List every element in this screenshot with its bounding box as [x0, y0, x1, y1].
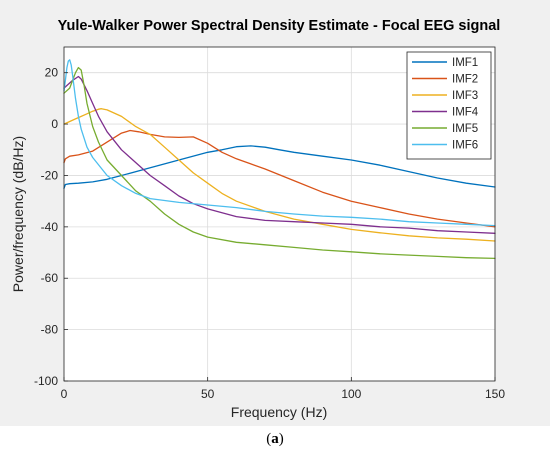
legend-label: IMF2: [452, 74, 478, 86]
x-tick-label: 150: [485, 387, 505, 401]
chart-figure: 0 50 100 150 -100 -80 -60 -40 -20 0 20 Yule-Walker…: [0, 0, 550, 426]
y-tick-label: 0: [51, 117, 58, 131]
y-tick-label: 20: [45, 66, 59, 80]
series-line-imf6: [63, 59, 496, 227]
y-tick-label: -80: [41, 323, 59, 337]
chart-canvas: 0 50 100 150 -100 -80 -60 -40 -20 0 20 Yule-Walker…: [10, 18, 505, 420]
legend-label: IMF3: [452, 90, 478, 102]
x-tick-label: 100: [341, 387, 361, 401]
legend-box: [406, 51, 492, 160]
figure-caption: (a): [0, 428, 550, 453]
legend: IMF1 IMF2 IMF3 IMF4 IMF5 IMF6: [406, 51, 492, 160]
legend-label: IMF6: [452, 140, 478, 152]
legend-label: IMF1: [452, 57, 478, 69]
y-axis-label: Power/frequency (dB/Hz): [10, 136, 26, 292]
x-tick-label: 50: [201, 387, 215, 401]
series-line-imf4: [63, 75, 496, 234]
series-line-imf5: [63, 66, 496, 260]
legend-label: IMF4: [452, 107, 479, 119]
axis-ticks: 0 50 100 150 -100 -80 -60 -40 -20 0 20: [34, 66, 505, 401]
caption-letter: a: [271, 431, 279, 447]
y-tick-label: -100: [34, 374, 58, 388]
caption-close: ): [278, 431, 284, 447]
series-line-imf1: [63, 145, 496, 189]
y-tick-label: -20: [41, 168, 59, 182]
x-tick-label: 0: [61, 387, 68, 401]
legend-label: IMF5: [452, 123, 478, 135]
series-lines: [63, 59, 496, 260]
series-line-imf2: [63, 129, 496, 228]
caption-open: (: [266, 431, 272, 447]
plot-frame: [63, 46, 496, 382]
y-tick-label: -60: [41, 271, 59, 285]
y-tick-label: -40: [41, 220, 59, 234]
x-axis-label: Frequency (Hz): [231, 404, 327, 420]
chart-title: Yule-Walker Power Spectral Density Estim…: [58, 18, 501, 34]
